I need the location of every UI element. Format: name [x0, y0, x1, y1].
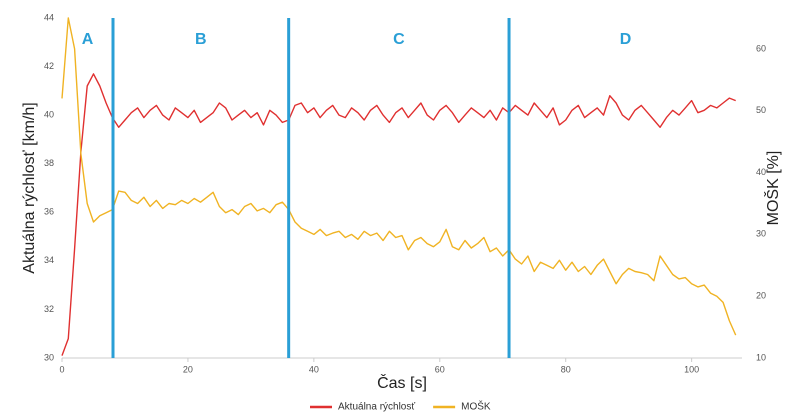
- x-axis-title: Čas [s]: [377, 373, 427, 392]
- x-tick-label: 20: [183, 364, 193, 374]
- x-tick-label: 40: [309, 364, 319, 374]
- y2-tick-label: 20: [756, 291, 766, 301]
- y-tick-label: 34: [44, 255, 54, 265]
- phase-label: C: [393, 31, 405, 48]
- y-axis-title: Aktuálna rýchlosť [km/h]: [21, 102, 38, 273]
- y2-axis-title: MOŠK [%]: [763, 151, 782, 226]
- y-tick-label: 30: [44, 352, 54, 362]
- phase-label: D: [620, 31, 632, 48]
- legend-label: MOŠK: [461, 400, 491, 413]
- y-tick-label: 32: [44, 304, 54, 314]
- y2-tick-label: 10: [756, 352, 766, 362]
- x-tick-label: 60: [435, 364, 445, 374]
- y2-tick-label: 60: [756, 43, 766, 53]
- legend-label: Aktuálna rýchlosť: [338, 402, 415, 413]
- y2-tick-label: 40: [756, 167, 766, 177]
- phase-label: B: [195, 31, 207, 48]
- y-tick-label: 36: [44, 207, 54, 217]
- x-tick-label: 0: [59, 364, 64, 374]
- y-tick-label: 40: [44, 110, 54, 120]
- y-tick-label: 44: [44, 12, 54, 22]
- x-tick-label: 100: [684, 364, 699, 374]
- data-line: [61, 17, 737, 336]
- y-tick-label: 38: [44, 158, 54, 168]
- data-line: [61, 73, 736, 356]
- phase-label: A: [82, 31, 94, 48]
- y2-tick-label: 50: [756, 105, 766, 115]
- y2-tick-label: 30: [756, 229, 766, 239]
- x-tick-label: 80: [561, 364, 571, 374]
- y-tick-label: 42: [44, 61, 54, 71]
